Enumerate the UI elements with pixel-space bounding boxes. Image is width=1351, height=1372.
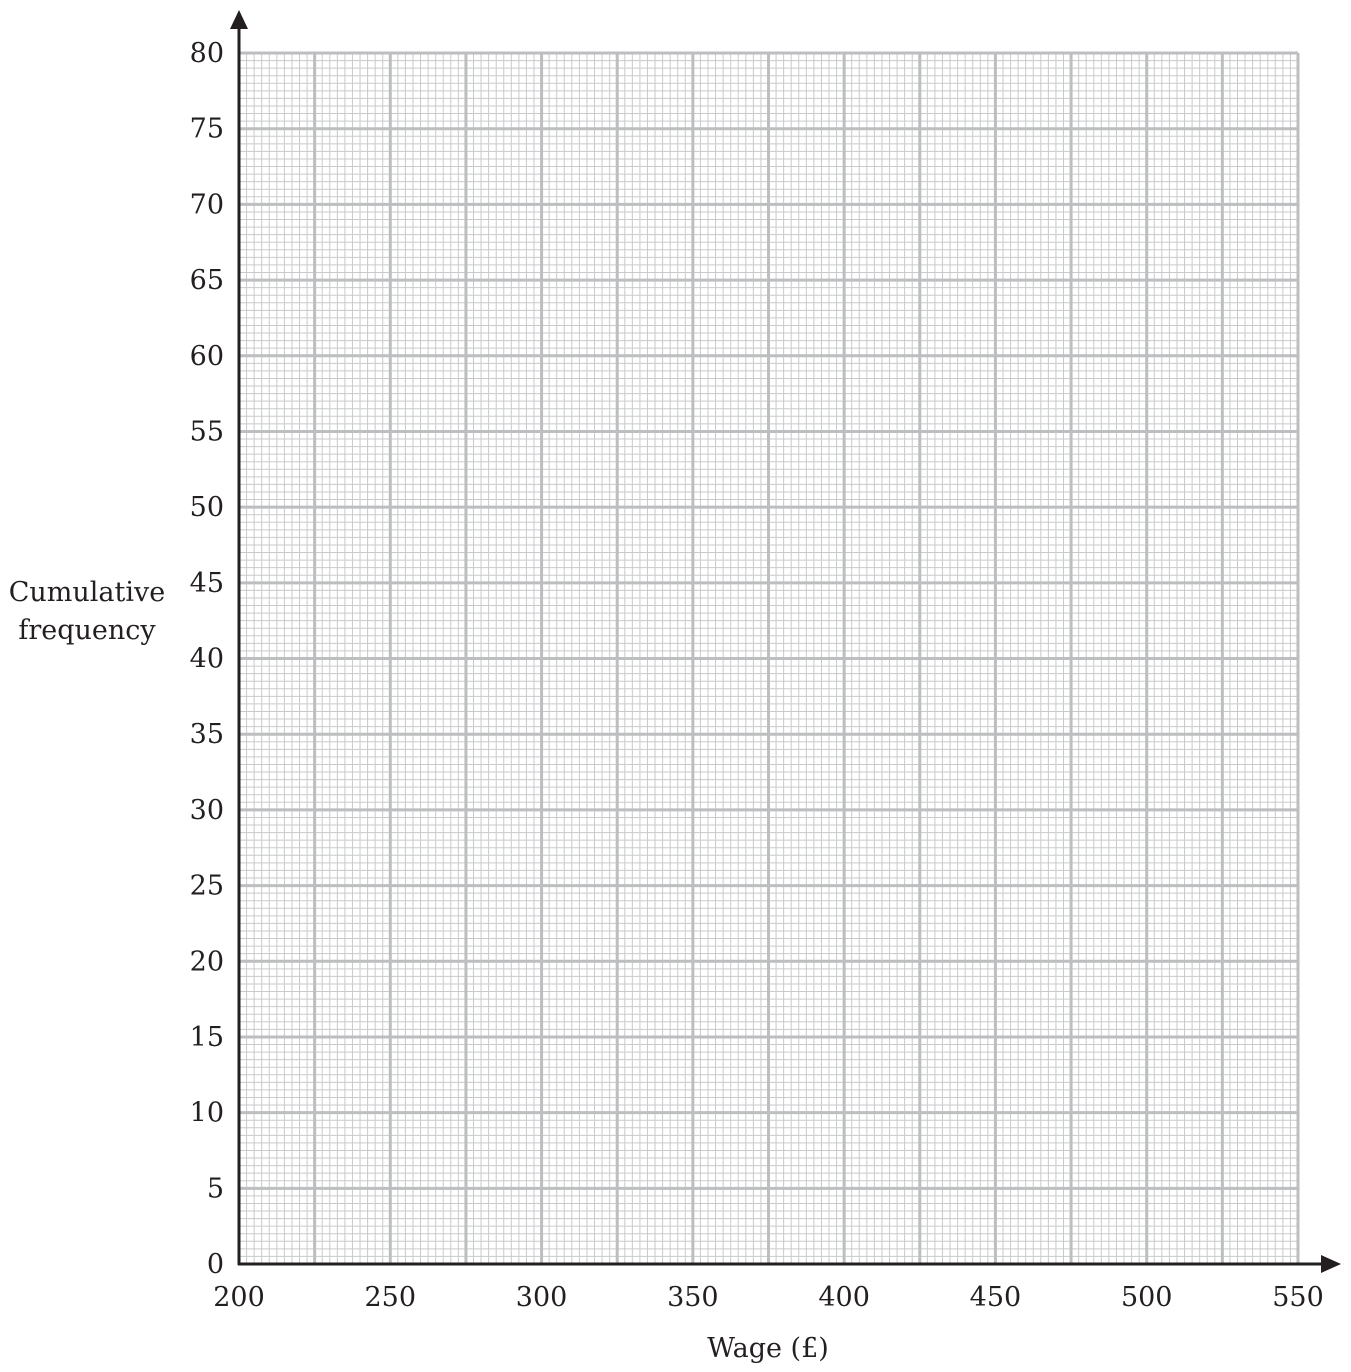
y-tick-label: 75 [190, 114, 224, 145]
x-tick-label: 300 [516, 1282, 568, 1313]
x-tick-label: 200 [213, 1282, 265, 1313]
x-tick-label: 350 [667, 1282, 719, 1313]
x-tick-label: 550 [1272, 1282, 1324, 1313]
y-tick-labels: 0 5 10 15 20 25 30 35 40 45 50 55 60 65 70 75 80 [190, 38, 224, 1280]
y-tick-label: 25 [190, 871, 224, 902]
y-tick-label: 45 [190, 568, 224, 599]
y-tick-label: 55 [190, 416, 224, 447]
y-axis-arrow-icon [230, 10, 248, 29]
y-tick-label: 5 [207, 1173, 224, 1204]
y-tick-label: 10 [190, 1098, 224, 1129]
y-tick-label: 0 [207, 1249, 224, 1280]
y-tick-label: 30 [190, 795, 224, 826]
x-tick-label: 400 [818, 1282, 870, 1313]
x-tick-labels: 200 250 300 350 400 450 500 550 [213, 1282, 1324, 1313]
y-axis-title-line-2: frequency [18, 615, 156, 646]
y-axis-title-line-1: Cumulative [9, 577, 166, 608]
y-tick-label: 40 [190, 644, 224, 675]
y-tick-label: 70 [190, 189, 224, 220]
y-tick-label: 50 [190, 492, 224, 523]
x-tick-label: 450 [970, 1282, 1022, 1313]
x-axis-title: Wage (£) [707, 1333, 829, 1364]
x-tick-label: 500 [1121, 1282, 1173, 1313]
y-tick-label: 60 [190, 341, 224, 372]
x-axis-arrow-icon [1321, 1255, 1341, 1273]
y-tick-label: 65 [190, 265, 224, 296]
major-grid [237, 51, 1300, 1266]
y-tick-label: 15 [190, 1022, 224, 1053]
axes [230, 10, 1341, 1273]
y-tick-label: 35 [190, 719, 224, 750]
y-tick-label: 80 [190, 38, 224, 69]
x-tick-label: 250 [365, 1282, 417, 1313]
y-tick-label: 20 [190, 946, 224, 977]
